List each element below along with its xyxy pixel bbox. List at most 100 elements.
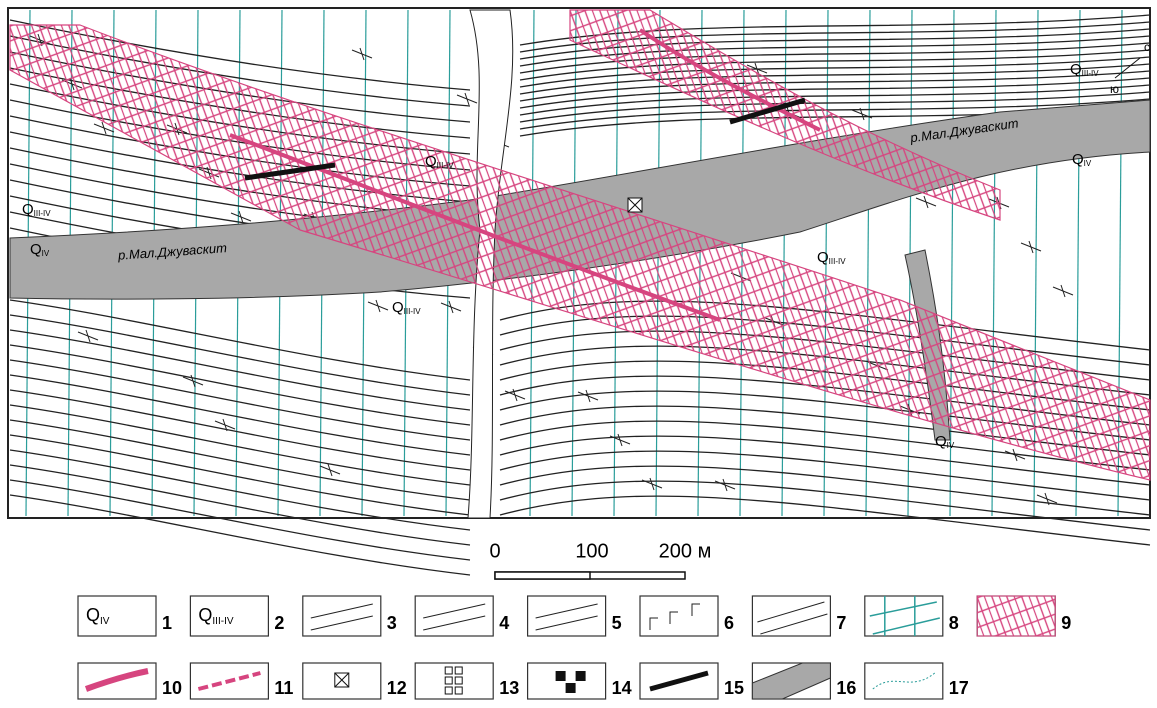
legend-sym xyxy=(565,683,576,693)
legend-sym xyxy=(444,686,453,695)
strike xyxy=(649,477,655,491)
strike xyxy=(101,121,107,135)
legend-box xyxy=(302,595,382,637)
legend-number: 2 xyxy=(274,613,284,633)
map-label: QIV xyxy=(935,433,955,450)
contact xyxy=(499,495,1151,546)
legend-number: 4 xyxy=(499,613,509,633)
map-label: QIII-IV xyxy=(392,299,421,316)
legend-sym xyxy=(84,668,149,692)
contact xyxy=(9,434,471,516)
scale-bar: 0 100 200 м xyxy=(489,540,712,580)
legend-sym xyxy=(555,671,566,681)
contact xyxy=(519,63,1151,95)
legend-number: 7 xyxy=(836,613,846,633)
contact xyxy=(9,404,471,486)
contact xyxy=(499,465,1151,516)
legend-sym xyxy=(649,670,709,692)
legend-sym xyxy=(334,672,350,688)
legend-box xyxy=(864,662,944,700)
label-main: Q xyxy=(392,299,404,316)
black-vein xyxy=(729,97,806,125)
legend-sym xyxy=(535,603,598,619)
legend-sub: III-IV xyxy=(212,616,233,627)
legend-box xyxy=(189,595,269,637)
legend-box xyxy=(864,595,944,637)
legend-sym xyxy=(454,666,463,675)
label-sub: III-IV xyxy=(34,209,52,218)
legend-number: 3 xyxy=(387,613,397,633)
legend-sym xyxy=(197,671,261,691)
label-sub: III-IV xyxy=(829,257,847,266)
scale-label: 200 м xyxy=(659,540,712,562)
contact xyxy=(9,479,471,561)
north-arrow xyxy=(1114,57,1141,79)
legend-sym xyxy=(872,672,936,690)
strike xyxy=(585,389,591,403)
legend-number: 1 xyxy=(162,613,172,633)
legend-sym xyxy=(444,676,453,685)
zone-9 xyxy=(569,9,1001,221)
contact xyxy=(9,314,471,396)
label-sub: IV xyxy=(42,249,50,258)
legend-sym xyxy=(454,676,463,685)
map-label: QIII-IV xyxy=(425,153,454,170)
label-main: Q xyxy=(30,241,42,258)
legend-sym xyxy=(751,662,831,700)
strike xyxy=(1012,448,1018,462)
strike xyxy=(859,107,865,121)
legend-box xyxy=(414,662,494,700)
legend-sub: IV xyxy=(100,616,110,627)
label-sub: III-IV xyxy=(404,307,422,316)
legend-sym xyxy=(869,596,940,636)
vein xyxy=(229,133,721,322)
label-sub: IV xyxy=(1084,159,1092,168)
legend-number: 9 xyxy=(1061,613,1071,633)
legend-box xyxy=(526,662,607,700)
label-main: Q xyxy=(1072,151,1084,168)
contact xyxy=(9,449,471,531)
legend-number: 5 xyxy=(612,613,622,633)
contact xyxy=(9,329,471,411)
map-label: QIV xyxy=(30,241,50,258)
legend-sym xyxy=(310,603,373,619)
strike xyxy=(722,478,728,492)
teal-line xyxy=(865,9,871,517)
label-sub: III-IV xyxy=(1082,69,1100,78)
map-label: QIII-IV xyxy=(22,201,51,218)
legend-box xyxy=(414,595,494,637)
legend-number: 17 xyxy=(949,678,969,698)
contact xyxy=(519,84,1151,116)
label-sub: IV xyxy=(947,441,955,450)
contact xyxy=(9,389,471,471)
legend-box xyxy=(639,595,719,637)
map-label: QIII-IV xyxy=(1070,61,1099,78)
strike xyxy=(327,463,333,477)
scale-label: 100 xyxy=(575,540,608,562)
contact xyxy=(519,77,1151,109)
contact xyxy=(519,56,1151,88)
contact xyxy=(9,419,471,501)
legend-sym xyxy=(454,686,463,695)
strike xyxy=(448,300,454,314)
legend-box xyxy=(751,595,832,637)
zone-9 xyxy=(9,24,1151,481)
label-main: Q xyxy=(22,201,34,218)
contact xyxy=(9,374,471,456)
legend-sym xyxy=(757,601,828,635)
strike xyxy=(617,433,623,447)
label-main: Q xyxy=(425,153,437,170)
legend-number: 13 xyxy=(499,678,519,698)
legend-sym xyxy=(575,671,586,681)
legend-number: 10 xyxy=(162,678,182,698)
legend-sym xyxy=(423,603,486,619)
legend-sym xyxy=(423,615,486,631)
strike xyxy=(1060,284,1066,298)
contact xyxy=(519,49,1151,81)
strike xyxy=(222,418,228,432)
legend-main: Q xyxy=(198,605,212,625)
legend-text: QIV xyxy=(86,605,110,627)
strike xyxy=(190,374,196,388)
label-sub: III-IV xyxy=(437,161,455,170)
